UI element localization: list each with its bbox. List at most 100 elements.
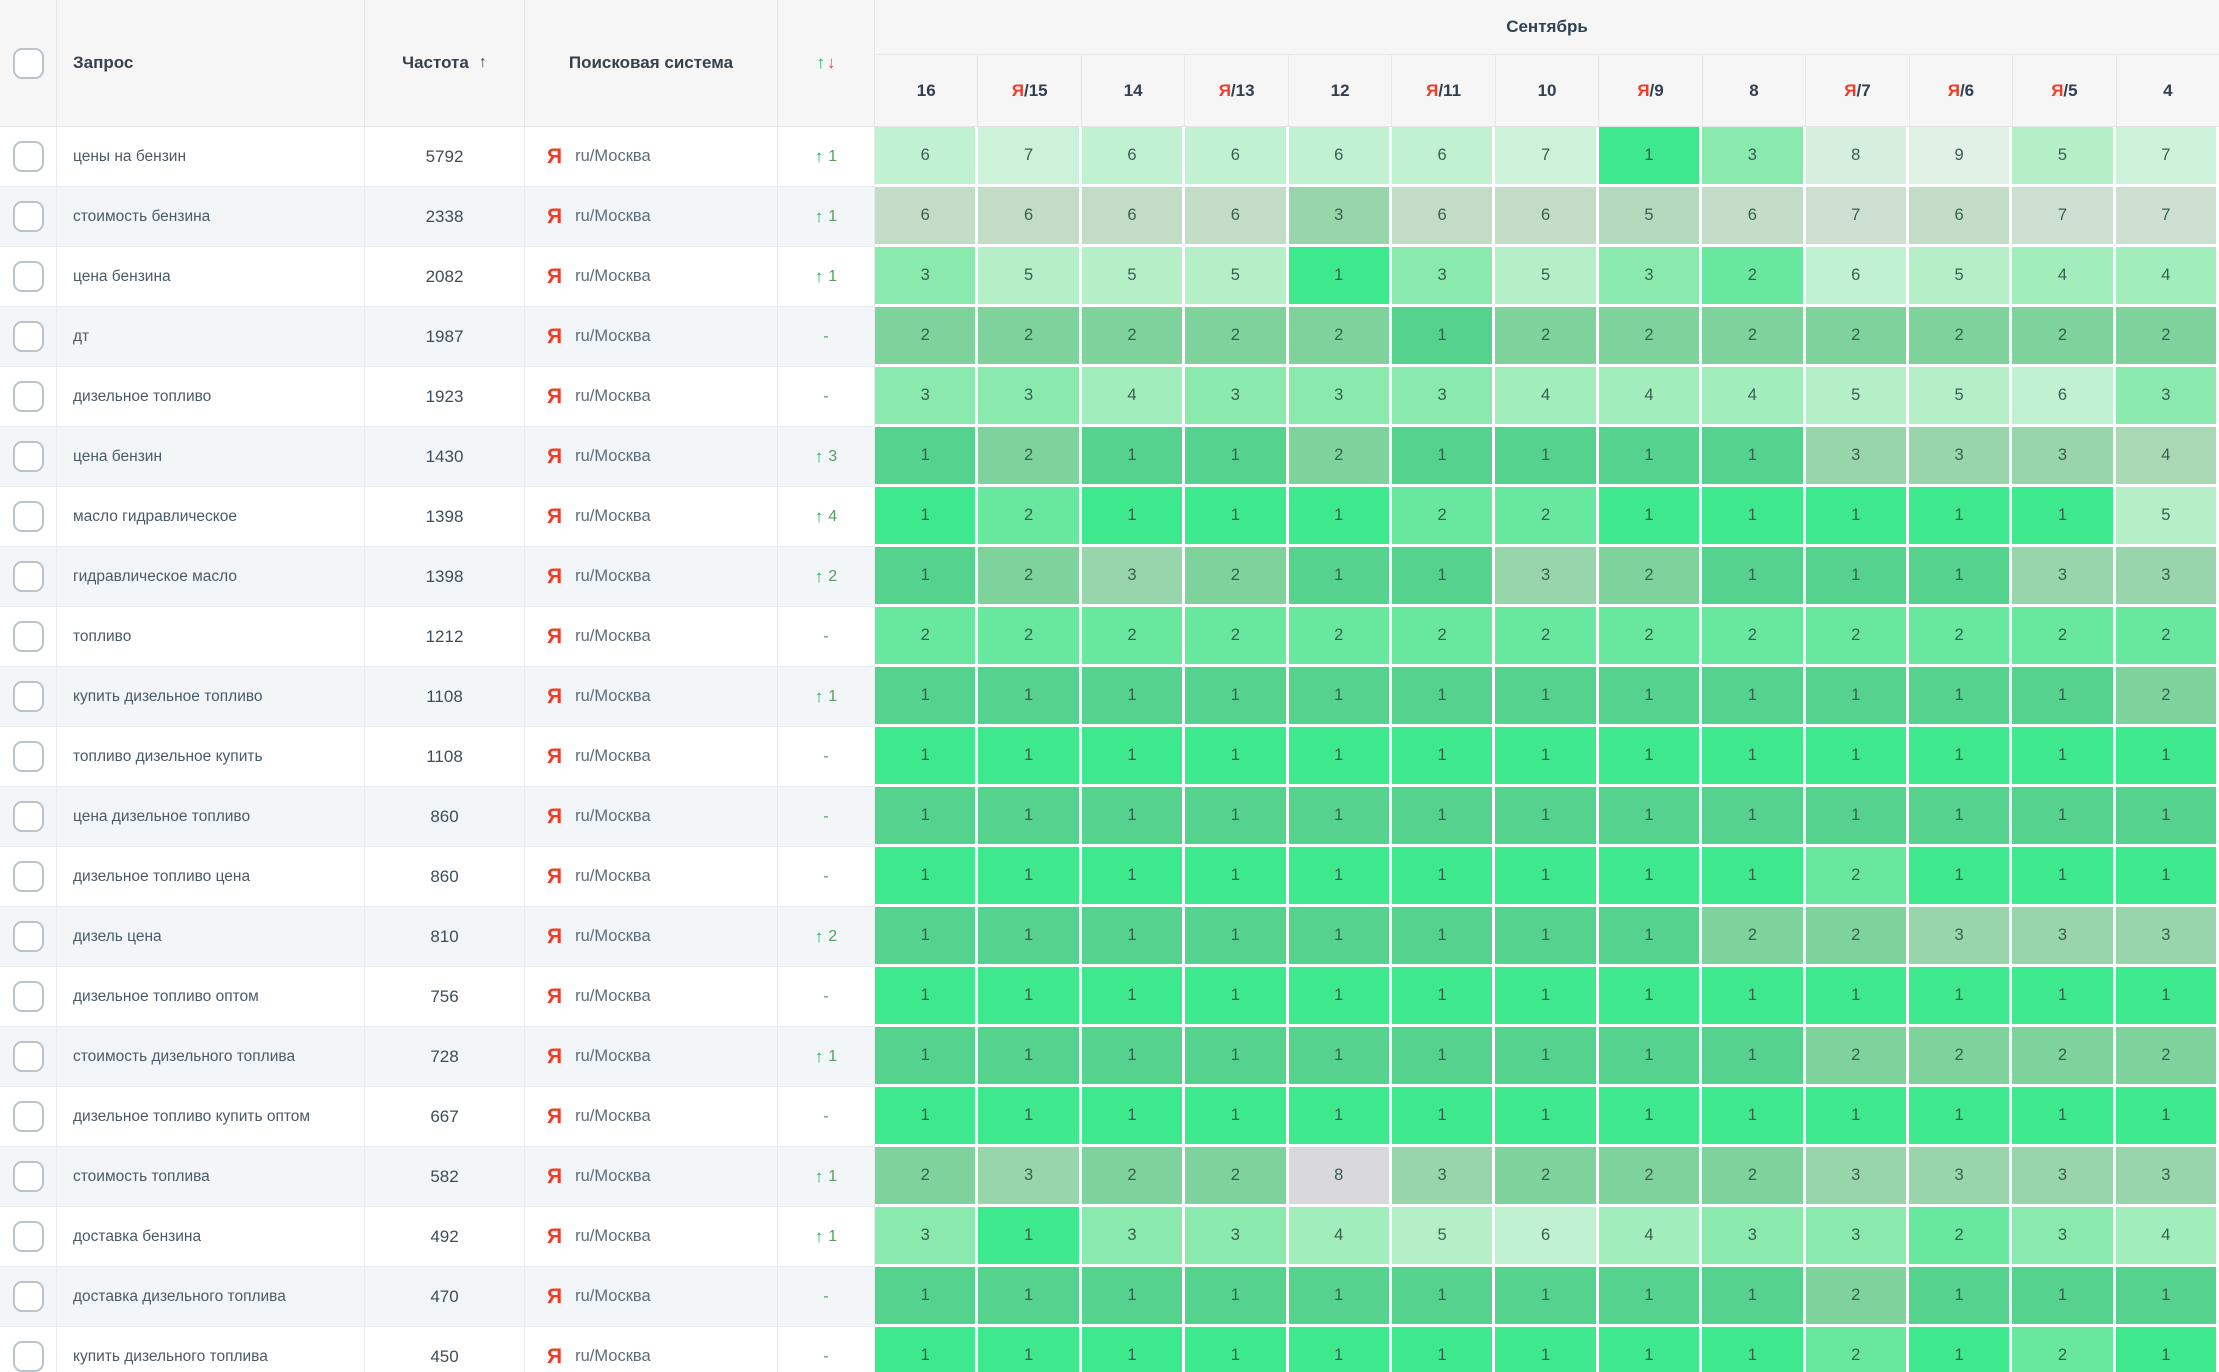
position-cell[interactable]: 1 — [1702, 427, 1806, 487]
position-cell[interactable]: 1 — [2115, 1087, 2219, 1147]
position-cell[interactable]: 2 — [1805, 847, 1909, 907]
date-column-header[interactable]: Я/6 — [1910, 55, 2014, 126]
position-cell[interactable]: 2 — [1288, 607, 1392, 667]
position-cell[interactable]: 5 — [1081, 247, 1186, 307]
position-cell[interactable]: 3 — [1908, 1147, 2013, 1207]
position-cell[interactable]: 3 — [1805, 1147, 1909, 1207]
position-cell[interactable]: 1 — [1908, 667, 2013, 727]
row-checkbox[interactable] — [12, 261, 44, 292]
position-cell[interactable]: 1 — [1598, 487, 1703, 547]
position-cell[interactable]: 1 — [1495, 907, 1599, 967]
position-cell[interactable]: 1 — [1391, 1267, 1496, 1327]
position-cell[interactable]: 2 — [1805, 1027, 1909, 1087]
position-cell[interactable]: 1 — [1288, 487, 1392, 547]
position-cell[interactable]: 2 — [1702, 607, 1806, 667]
position-cell[interactable]: 2 — [1598, 1147, 1703, 1207]
position-cell[interactable]: 2 — [1495, 1147, 1599, 1207]
position-cell[interactable]: 8 — [1288, 1147, 1392, 1207]
position-cell[interactable]: 1 — [2115, 967, 2219, 1027]
position-cell[interactable]: 3 — [1908, 427, 2013, 487]
position-cell[interactable]: 1 — [2115, 1327, 2219, 1372]
position-cell[interactable]: 2 — [978, 307, 1082, 367]
position-cell[interactable]: 6 — [1495, 187, 1599, 247]
position-cell[interactable]: 1 — [1288, 667, 1392, 727]
position-cell[interactable]: 2 — [1702, 907, 1806, 967]
position-cell[interactable]: 1 — [1598, 1027, 1703, 1087]
position-cell[interactable]: 2 — [1702, 247, 1806, 307]
position-cell[interactable]: 3 — [2012, 427, 2116, 487]
position-cell[interactable]: 1 — [1391, 907, 1496, 967]
position-cell[interactable]: 2 — [2012, 1027, 2116, 1087]
keyword-cell[interactable]: масло гидравлическое — [57, 487, 365, 547]
position-cell[interactable]: 2 — [1805, 907, 1909, 967]
position-cell[interactable]: 1 — [1288, 547, 1392, 607]
position-cell[interactable]: 1 — [1598, 787, 1703, 847]
position-cell[interactable]: 4 — [1081, 367, 1186, 427]
position-cell[interactable]: 1 — [1495, 1087, 1599, 1147]
keyword-cell[interactable]: стоимость дизельного топлива — [57, 1027, 365, 1087]
position-cell[interactable]: 1 — [1598, 127, 1703, 187]
position-cell[interactable]: 1 — [875, 1087, 979, 1147]
position-cell[interactable]: 1 — [2012, 847, 2116, 907]
row-checkbox[interactable] — [12, 381, 44, 412]
date-column-header[interactable]: 8 — [1703, 55, 1807, 126]
position-cell[interactable]: 1 — [1081, 1087, 1186, 1147]
position-cell[interactable]: 1 — [1081, 1027, 1186, 1087]
position-cell[interactable]: 1 — [1702, 967, 1806, 1027]
position-cell[interactable]: 2 — [1081, 607, 1186, 667]
row-checkbox[interactable] — [12, 681, 44, 712]
position-cell[interactable]: 2 — [1598, 307, 1703, 367]
position-cell[interactable]: 1 — [1702, 667, 1806, 727]
position-cell[interactable]: 2 — [2115, 307, 2219, 367]
position-cell[interactable]: 7 — [2115, 187, 2219, 247]
position-cell[interactable]: 6 — [1288, 127, 1392, 187]
position-cell[interactable]: 1 — [1081, 487, 1186, 547]
position-cell[interactable]: 1 — [2012, 1087, 2116, 1147]
position-cell[interactable]: 1 — [1598, 847, 1703, 907]
keyword-cell[interactable]: купить дизельного топлива — [57, 1327, 365, 1372]
position-cell[interactable]: 1 — [875, 667, 979, 727]
row-checkbox[interactable] — [12, 1101, 44, 1132]
position-cell[interactable]: 3 — [1805, 427, 1909, 487]
position-cell[interactable]: 1 — [1702, 847, 1806, 907]
position-cell[interactable]: 6 — [1185, 127, 1289, 187]
position-cell[interactable]: 6 — [1908, 187, 2013, 247]
position-cell[interactable]: 1 — [1185, 487, 1289, 547]
row-checkbox[interactable] — [12, 321, 44, 352]
date-column-header[interactable]: Я/9 — [1599, 55, 1703, 126]
position-cell[interactable]: 4 — [1288, 1207, 1392, 1267]
keyword-cell[interactable]: дт — [57, 307, 365, 367]
position-cell[interactable]: 1 — [2115, 847, 2219, 907]
position-cell[interactable]: 2 — [1908, 607, 2013, 667]
position-cell[interactable]: 1 — [1391, 307, 1496, 367]
position-cell[interactable]: 1 — [1908, 847, 2013, 907]
position-cell[interactable]: 7 — [1495, 127, 1599, 187]
position-cell[interactable]: 4 — [2115, 247, 2219, 307]
row-checkbox[interactable] — [12, 1161, 44, 1192]
position-cell[interactable]: 2 — [1805, 1327, 1909, 1372]
position-cell[interactable]: 3 — [978, 367, 1082, 427]
position-cell[interactable]: 2 — [875, 607, 979, 667]
keyword-cell[interactable]: дизельное топливо оптом — [57, 967, 365, 1027]
position-cell[interactable]: 4 — [2115, 1207, 2219, 1267]
position-cell[interactable]: 3 — [875, 1207, 979, 1267]
keyword-cell[interactable]: топливо дизельное купить — [57, 727, 365, 787]
position-cell[interactable]: 1 — [2115, 727, 2219, 787]
position-cell[interactable]: 6 — [1702, 187, 1806, 247]
keyword-cell[interactable]: гидравлическое масло — [57, 547, 365, 607]
position-cell[interactable]: 7 — [2012, 187, 2116, 247]
position-cell[interactable]: 2 — [1805, 307, 1909, 367]
position-cell[interactable]: 1 — [1185, 907, 1289, 967]
position-cell[interactable]: 1 — [1908, 1267, 2013, 1327]
date-column-header[interactable]: Я/7 — [1806, 55, 1910, 126]
position-cell[interactable]: 3 — [2115, 367, 2219, 427]
position-cell[interactable]: 1 — [1391, 727, 1496, 787]
keyword-cell[interactable]: топливо — [57, 607, 365, 667]
position-cell[interactable]: 5 — [2115, 487, 2219, 547]
position-cell[interactable]: 2 — [1598, 607, 1703, 667]
position-cell[interactable]: 1 — [1805, 487, 1909, 547]
position-cell[interactable]: 1 — [1391, 847, 1496, 907]
position-cell[interactable]: 5 — [1805, 367, 1909, 427]
position-cell[interactable]: 2 — [1702, 1147, 1806, 1207]
position-cell[interactable]: 4 — [1598, 367, 1703, 427]
